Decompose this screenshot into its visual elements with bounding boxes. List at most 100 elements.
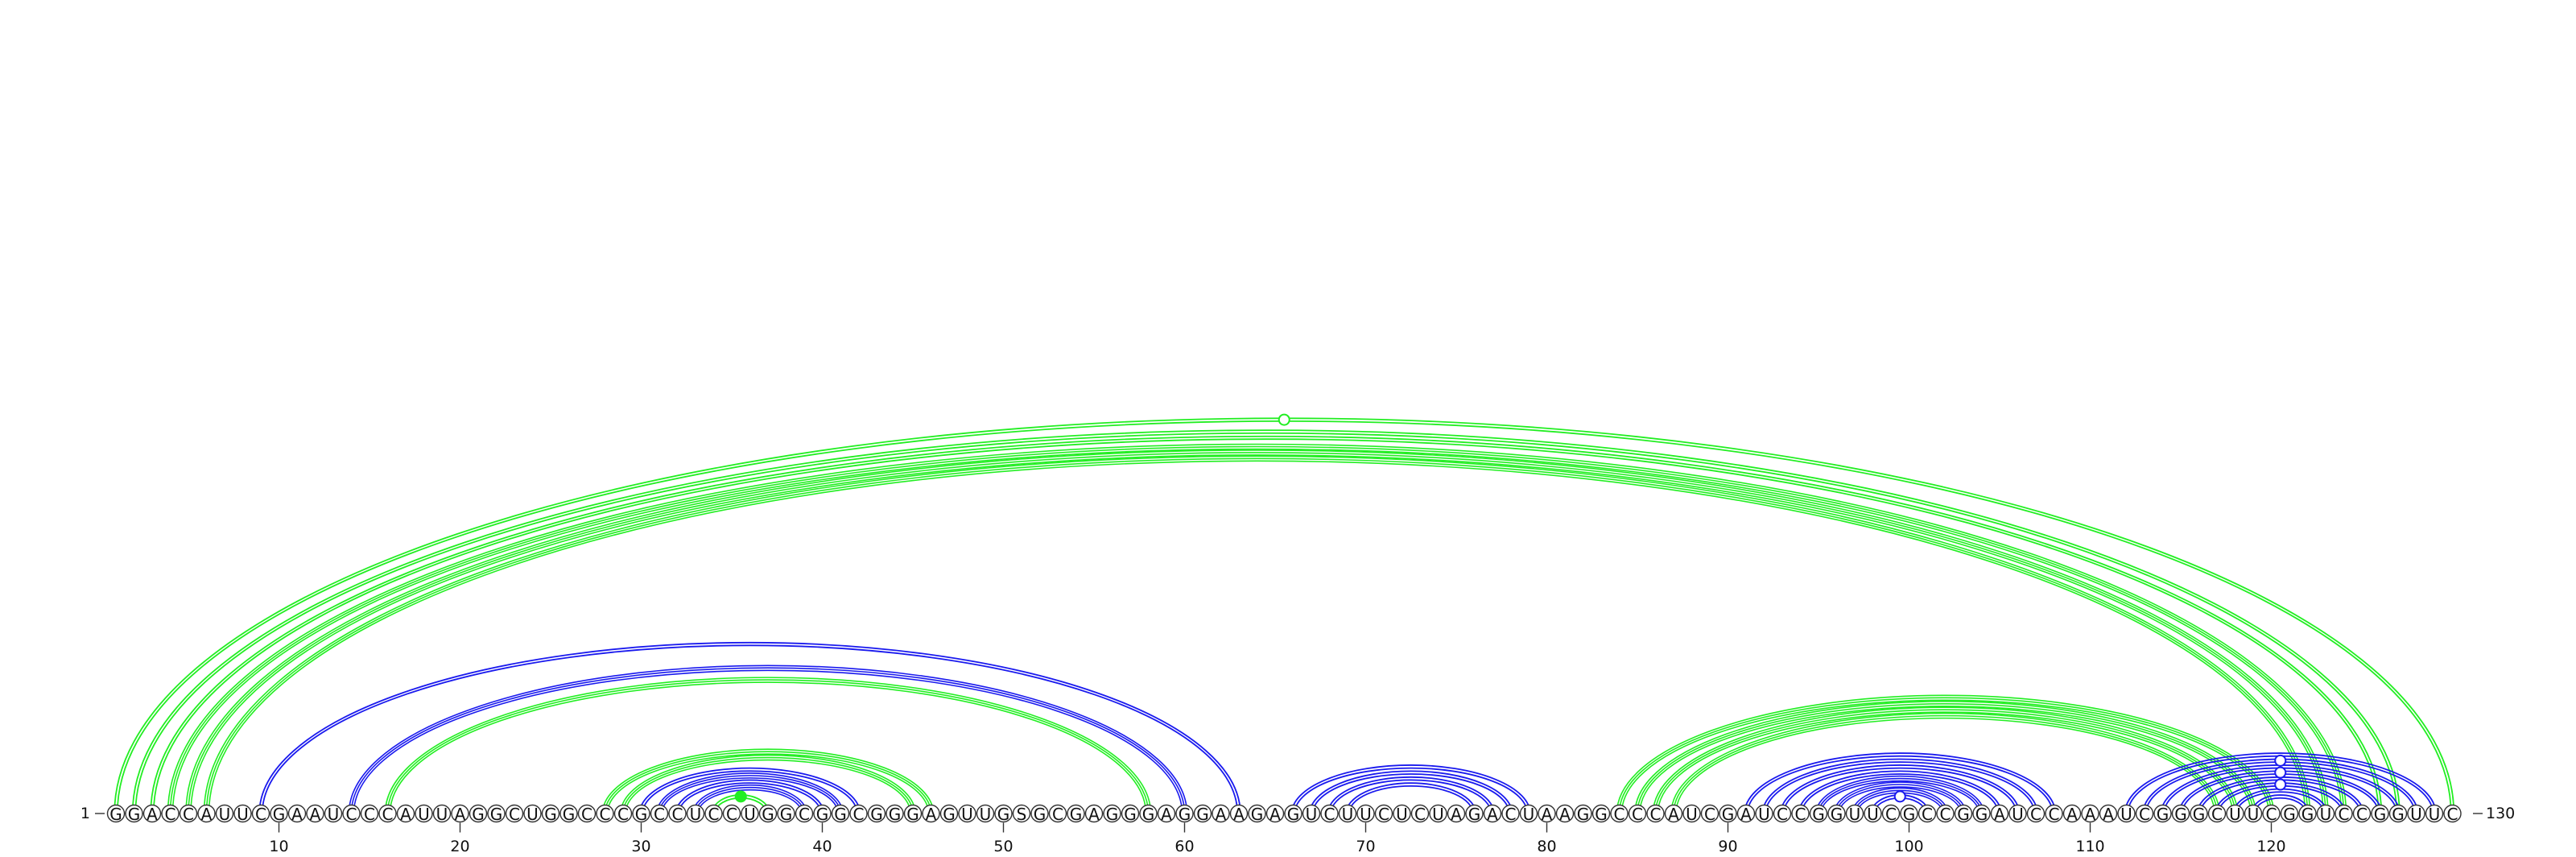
nucleotide: G [831,804,850,824]
nucleotide-circle [415,804,433,823]
nucleotide-letter: G [1975,805,1988,824]
arc-strand [1652,706,2239,814]
nucleotide-circle [161,804,180,823]
nucleotide: U [686,804,705,824]
nucleotide: U [215,804,234,824]
nucleotide-circle [1628,804,1647,823]
apex-marker [1893,790,1906,803]
nucleotide: G [2153,804,2172,824]
nucleotide-circle [1555,804,1575,823]
nucleotide-letter: C [617,805,629,824]
arc-strand [606,753,930,814]
nucleotide-circle [1755,804,1773,823]
nucleotide: G [777,804,795,824]
nucleotide: G [1719,804,1737,824]
nucleotide-circle [795,804,814,823]
nucleotide-circle [2153,804,2172,823]
nucleotide: A [1736,804,1756,824]
nucleotide-letter: G [1595,805,1608,824]
nucleotide-letter: C [509,805,520,824]
nucleotide-letter: G [1903,805,1916,824]
nucleotide-circle [1918,804,1937,823]
nucleotide-letter: A [1740,805,1752,824]
base-pair-arc [1761,758,2038,814]
nucleotide-circle [2262,804,2281,823]
nucleotide-circle [2226,804,2244,823]
nucleotide-circle [1864,804,1882,823]
nucleotide-letter: G [1124,805,1137,824]
tick-label: 60 [1174,838,1194,855]
nucleotide-letter: A [1451,805,1462,824]
nucleotide-circle [1012,804,1031,823]
base-pair-arc [1798,770,2002,814]
tick-label: 120 [2256,838,2285,855]
nucleotide-circle [1809,804,1828,823]
arc-strand [1782,767,2017,814]
position-axis: 10 20 30 40 50 60 70 80 90 100 110 120 [269,822,2286,855]
base-pair-arc [348,664,1188,814]
arc-strand [386,679,1150,814]
arc-strand [1673,714,2218,814]
arc-strand [384,677,1152,814]
nucleotide-letter: U [1306,805,1318,824]
nucleotide: C [1791,804,1810,824]
arc-strand [171,448,2343,814]
nucleotide-circle [2008,804,2027,823]
nucleotide: A [1212,804,1230,824]
nucleotide-letter: C [1922,805,1933,824]
nucleotide-circle [1229,804,1249,823]
nucleotide-circle [1519,804,1538,823]
nucleotide: G [487,804,506,824]
nucleotide-circle [1193,804,1212,823]
nucleotide-letter: A [2103,805,2114,824]
nucleotide-letter: G [2157,805,2169,824]
nucleotide-letter: U [328,805,340,824]
nucleotide-letter: C [1940,805,1951,824]
apex-marker [2274,778,2287,791]
nucleotide-letter: C [1414,805,1426,824]
nucleotide-letter: G [2193,805,2206,824]
nucleotide-letter: U [1342,805,1354,824]
nucleotide: A [287,804,307,824]
nucleotide-letter: U [2429,805,2441,824]
base-pair-arc [185,449,2329,814]
nucleotide: G [541,804,560,824]
nucleotide-circle [251,804,270,823]
nucleotide-circle [342,804,361,823]
nucleotide-letter: G [472,805,485,824]
nucleotide-circle [1429,804,1447,823]
nucleotide-letter: C [1885,805,1897,824]
nucleotide: A [1664,804,1683,824]
nucleotide-circle [559,804,578,823]
nucleotide-letter: G [1577,805,1590,824]
nucleotide: C [161,804,180,824]
nucleotide: U [976,804,995,824]
nucleotide-letter: U [1432,805,1444,824]
arc-strand [692,784,807,814]
nucleotide-letter: A [1233,805,1245,824]
nucleotide: C [2443,804,2462,824]
nucleotide-letter: U [2320,805,2332,824]
base-pair-arc [656,772,844,814]
nucleotide: C [704,804,723,824]
nucleotide-letter: A [1668,805,1679,824]
nucleotide-letter: C [726,805,737,824]
nucleotide-letter: C [581,805,592,824]
nucleotide-letter: C [2030,805,2041,824]
nucleotide-letter: G [1106,805,1119,824]
nucleotide-letter: A [1542,805,1553,824]
nucleotide: C [1646,804,1665,824]
nucleotide: G [1972,804,1991,824]
nucleotide-circle [1139,804,1158,823]
nucleotide-letter: G [2374,805,2387,824]
nucleotide: U [1338,804,1357,824]
nucleotide: U [741,804,759,824]
nucleotide: A [142,804,162,824]
nucleotide-letter: U [1867,805,1879,824]
nucleotide-letter: G [635,805,648,824]
base-pair-arc [131,429,2401,814]
arc-strand [2253,797,2307,814]
nucleotide: G [1193,804,1212,824]
arc-strand [601,748,935,814]
